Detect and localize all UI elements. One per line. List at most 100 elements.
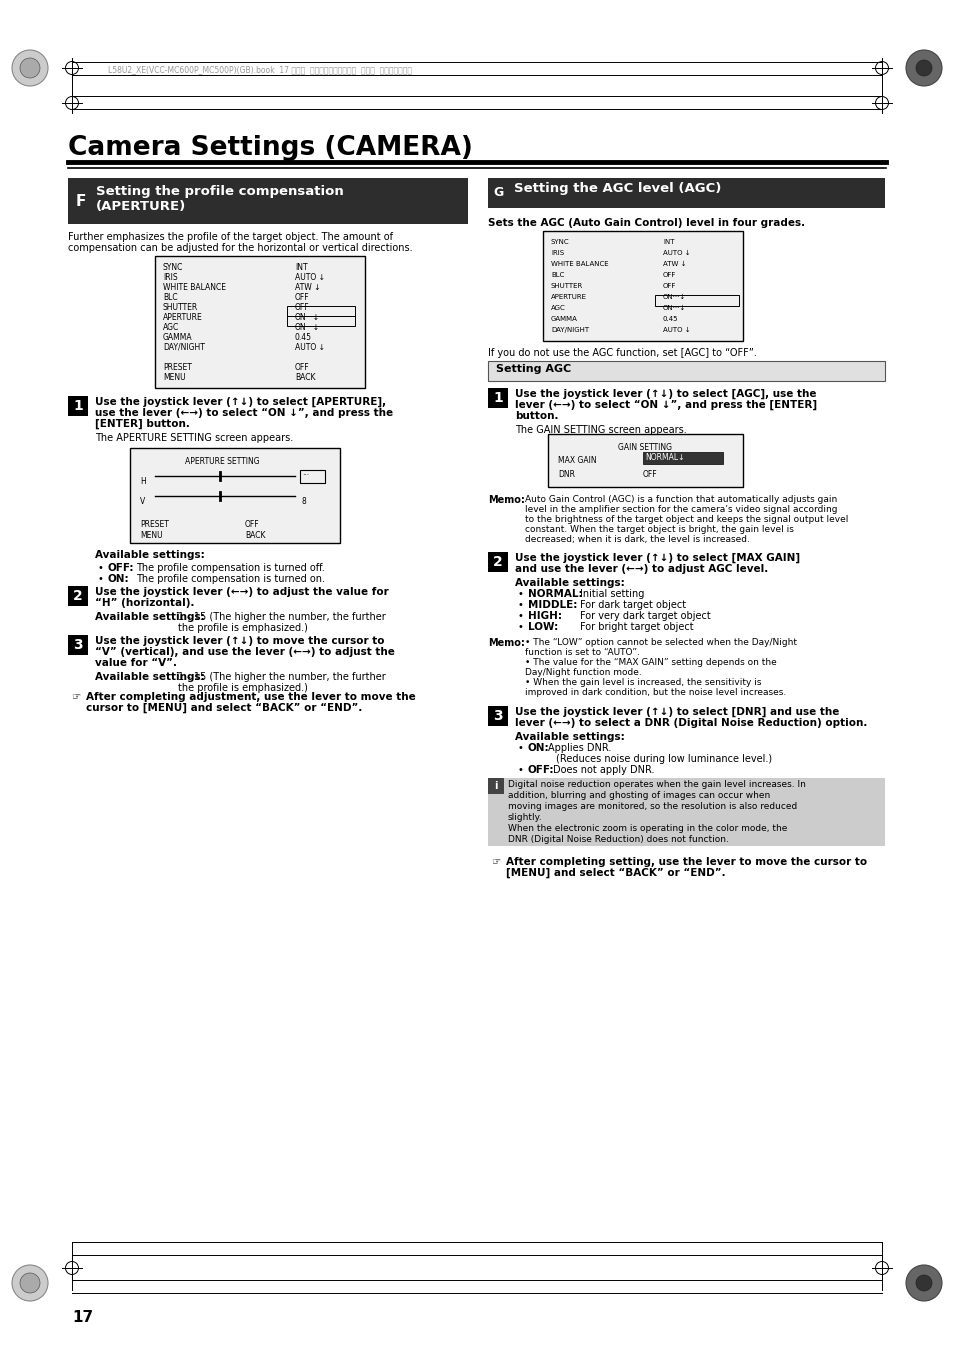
Text: APERTURE: APERTURE	[551, 295, 586, 300]
Text: OFF:: OFF:	[108, 563, 134, 573]
Text: Digital noise reduction operates when the gain level increases. In: Digital noise reduction operates when th…	[507, 780, 805, 789]
Text: 1 - 15 (The higher the number, the further: 1 - 15 (The higher the number, the furth…	[178, 671, 385, 682]
Text: 3: 3	[73, 638, 83, 653]
Text: •: •	[517, 621, 523, 632]
Text: •: •	[517, 765, 523, 775]
Text: Does not apply DNR.: Does not apply DNR.	[553, 765, 654, 775]
Text: After completing setting, use the lever to move the cursor to: After completing setting, use the lever …	[505, 857, 866, 867]
Text: • The value for the “MAX GAIN” setting depends on the: • The value for the “MAX GAIN” setting d…	[524, 658, 776, 667]
Text: ON···↓: ON···↓	[294, 313, 320, 322]
Bar	[642, 453, 722, 463]
Text: Memo:: Memo:	[488, 494, 524, 505]
Text: If you do not use the AGC function, set [AGC] to “OFF”.: If you do not use the AGC function, set …	[488, 349, 756, 358]
Text: The APERTURE SETTING screen appears.: The APERTURE SETTING screen appears.	[95, 434, 293, 443]
Text: • The “LOW” option cannot be selected when the Day/Night: • The “LOW” option cannot be selected wh…	[524, 638, 796, 647]
Text: cursor to [MENU] and select “BACK” or “END”.: cursor to [MENU] and select “BACK” or “E…	[86, 703, 362, 713]
Text: IRIS: IRIS	[163, 273, 177, 282]
Text: ☞: ☞	[71, 692, 80, 703]
Text: ON···↓: ON···↓	[294, 323, 320, 332]
Text: The profile compensation is turned off.: The profile compensation is turned off.	[136, 563, 324, 573]
Bar	[542, 231, 742, 340]
Text: GAMMA: GAMMA	[163, 332, 193, 342]
Text: F: F	[75, 193, 86, 208]
Text: DNR (Digital Noise Reduction) does not function.: DNR (Digital Noise Reduction) does not f…	[507, 835, 728, 844]
Bar	[488, 778, 884, 846]
Text: Sets the AGC (Auto Gain Control) level in four grades.: Sets the AGC (Auto Gain Control) level i…	[488, 218, 804, 228]
Text: BLC: BLC	[551, 272, 564, 278]
Text: value for “V”.: value for “V”.	[95, 658, 177, 667]
Text: ···: ···	[302, 471, 309, 480]
Bar	[68, 635, 88, 655]
Text: AUTO ↓: AUTO ↓	[294, 273, 325, 282]
Bar	[488, 388, 507, 408]
Bar	[68, 178, 468, 224]
Text: Available settings:: Available settings:	[95, 550, 205, 561]
Text: i: i	[494, 781, 497, 790]
Text: H: H	[140, 477, 146, 485]
Text: •: •	[517, 600, 523, 611]
Text: “V” (vertical), and use the lever (←→) to adjust the: “V” (vertical), and use the lever (←→) t…	[95, 647, 395, 657]
Text: 17: 17	[71, 1310, 93, 1325]
Text: 1: 1	[73, 399, 83, 413]
Text: GAIN SETTING: GAIN SETTING	[618, 443, 671, 453]
Text: INT: INT	[294, 263, 307, 272]
Text: [MENU] and select “BACK” or “END”.: [MENU] and select “BACK” or “END”.	[505, 867, 725, 878]
Bar	[547, 434, 742, 486]
Bar	[488, 361, 884, 381]
Text: ON:: ON:	[108, 574, 130, 584]
Circle shape	[12, 1265, 48, 1301]
Text: Setting the AGC level (AGC): Setting the AGC level (AGC)	[514, 182, 720, 195]
Text: •: •	[98, 574, 104, 584]
Text: The profile compensation is turned on.: The profile compensation is turned on.	[136, 574, 325, 584]
Text: “H” (horizontal).: “H” (horizontal).	[95, 598, 194, 608]
Bar	[68, 396, 88, 416]
Bar	[299, 470, 325, 484]
Text: OFF: OFF	[662, 282, 676, 289]
Text: MENU: MENU	[163, 373, 186, 382]
Text: AGC: AGC	[551, 305, 565, 311]
Text: lever (←→) to select a DNR (Digital Noise Reduction) option.: lever (←→) to select a DNR (Digital Nois…	[515, 717, 866, 728]
Text: INT: INT	[662, 239, 674, 245]
Text: BACK: BACK	[245, 531, 265, 540]
Text: Use the joystick lever (↑↓) to select [APERTURE],: Use the joystick lever (↑↓) to select [A…	[95, 397, 386, 407]
Text: DAY/NIGHT: DAY/NIGHT	[551, 327, 589, 332]
Bar	[488, 553, 507, 571]
Text: MAX GAIN: MAX GAIN	[558, 457, 596, 465]
Text: L58U2_XE(VCC-MC600P_MC500P)(GB).book  17 ページ  ２００７年１月１８日  木曜日  午前９時４４分: L58U2_XE(VCC-MC600P_MC500P)(GB).book 17 …	[108, 65, 412, 74]
Text: NORMAL:: NORMAL:	[527, 589, 582, 598]
Bar	[130, 449, 339, 543]
Circle shape	[12, 50, 48, 86]
Text: improved in dark condition, but the noise level increases.: improved in dark condition, but the nois…	[524, 688, 785, 697]
Text: DAY/NIGHT: DAY/NIGHT	[163, 343, 205, 353]
Text: SHUTTER: SHUTTER	[551, 282, 582, 289]
Text: MENU: MENU	[140, 531, 162, 540]
Text: 1 - 15 (The higher the number, the further: 1 - 15 (The higher the number, the furth…	[178, 612, 385, 621]
Text: and use the lever (←→) to adjust AGC level.: and use the lever (←→) to adjust AGC lev…	[515, 563, 767, 574]
Text: function is set to “AUTO”.: function is set to “AUTO”.	[524, 648, 639, 657]
Text: LOW:: LOW:	[527, 621, 558, 632]
Circle shape	[20, 58, 40, 78]
Text: addition, blurring and ghosting of images can occur when: addition, blurring and ghosting of image…	[507, 790, 769, 800]
Bar	[287, 316, 355, 326]
Text: 3: 3	[493, 709, 502, 723]
Text: WHITE BALANCE: WHITE BALANCE	[551, 261, 608, 267]
Text: APERTURE SETTING: APERTURE SETTING	[185, 457, 259, 466]
Text: DNR: DNR	[558, 470, 575, 480]
Text: 2: 2	[493, 555, 502, 569]
Text: ☞: ☞	[491, 857, 499, 867]
Text: OFF:: OFF:	[527, 765, 554, 775]
Text: PRESET: PRESET	[163, 363, 192, 372]
Bar	[488, 778, 503, 794]
Text: G: G	[494, 186, 503, 200]
Text: AGC: AGC	[163, 323, 179, 332]
Text: Auto Gain Control (AGC) is a function that automatically adjusts gain: Auto Gain Control (AGC) is a function th…	[524, 494, 837, 504]
Text: ATW ↓: ATW ↓	[294, 282, 320, 292]
Text: ON:: ON:	[527, 743, 549, 753]
Text: lever (←→) to select “ON ↓”, and press the [ENTER]: lever (←→) to select “ON ↓”, and press t…	[515, 400, 817, 411]
Text: •: •	[517, 611, 523, 621]
Text: 2: 2	[73, 589, 83, 603]
Circle shape	[905, 1265, 941, 1301]
Bar	[488, 707, 507, 725]
Text: OFF: OFF	[294, 293, 310, 303]
Text: AUTO ↓: AUTO ↓	[294, 343, 325, 353]
